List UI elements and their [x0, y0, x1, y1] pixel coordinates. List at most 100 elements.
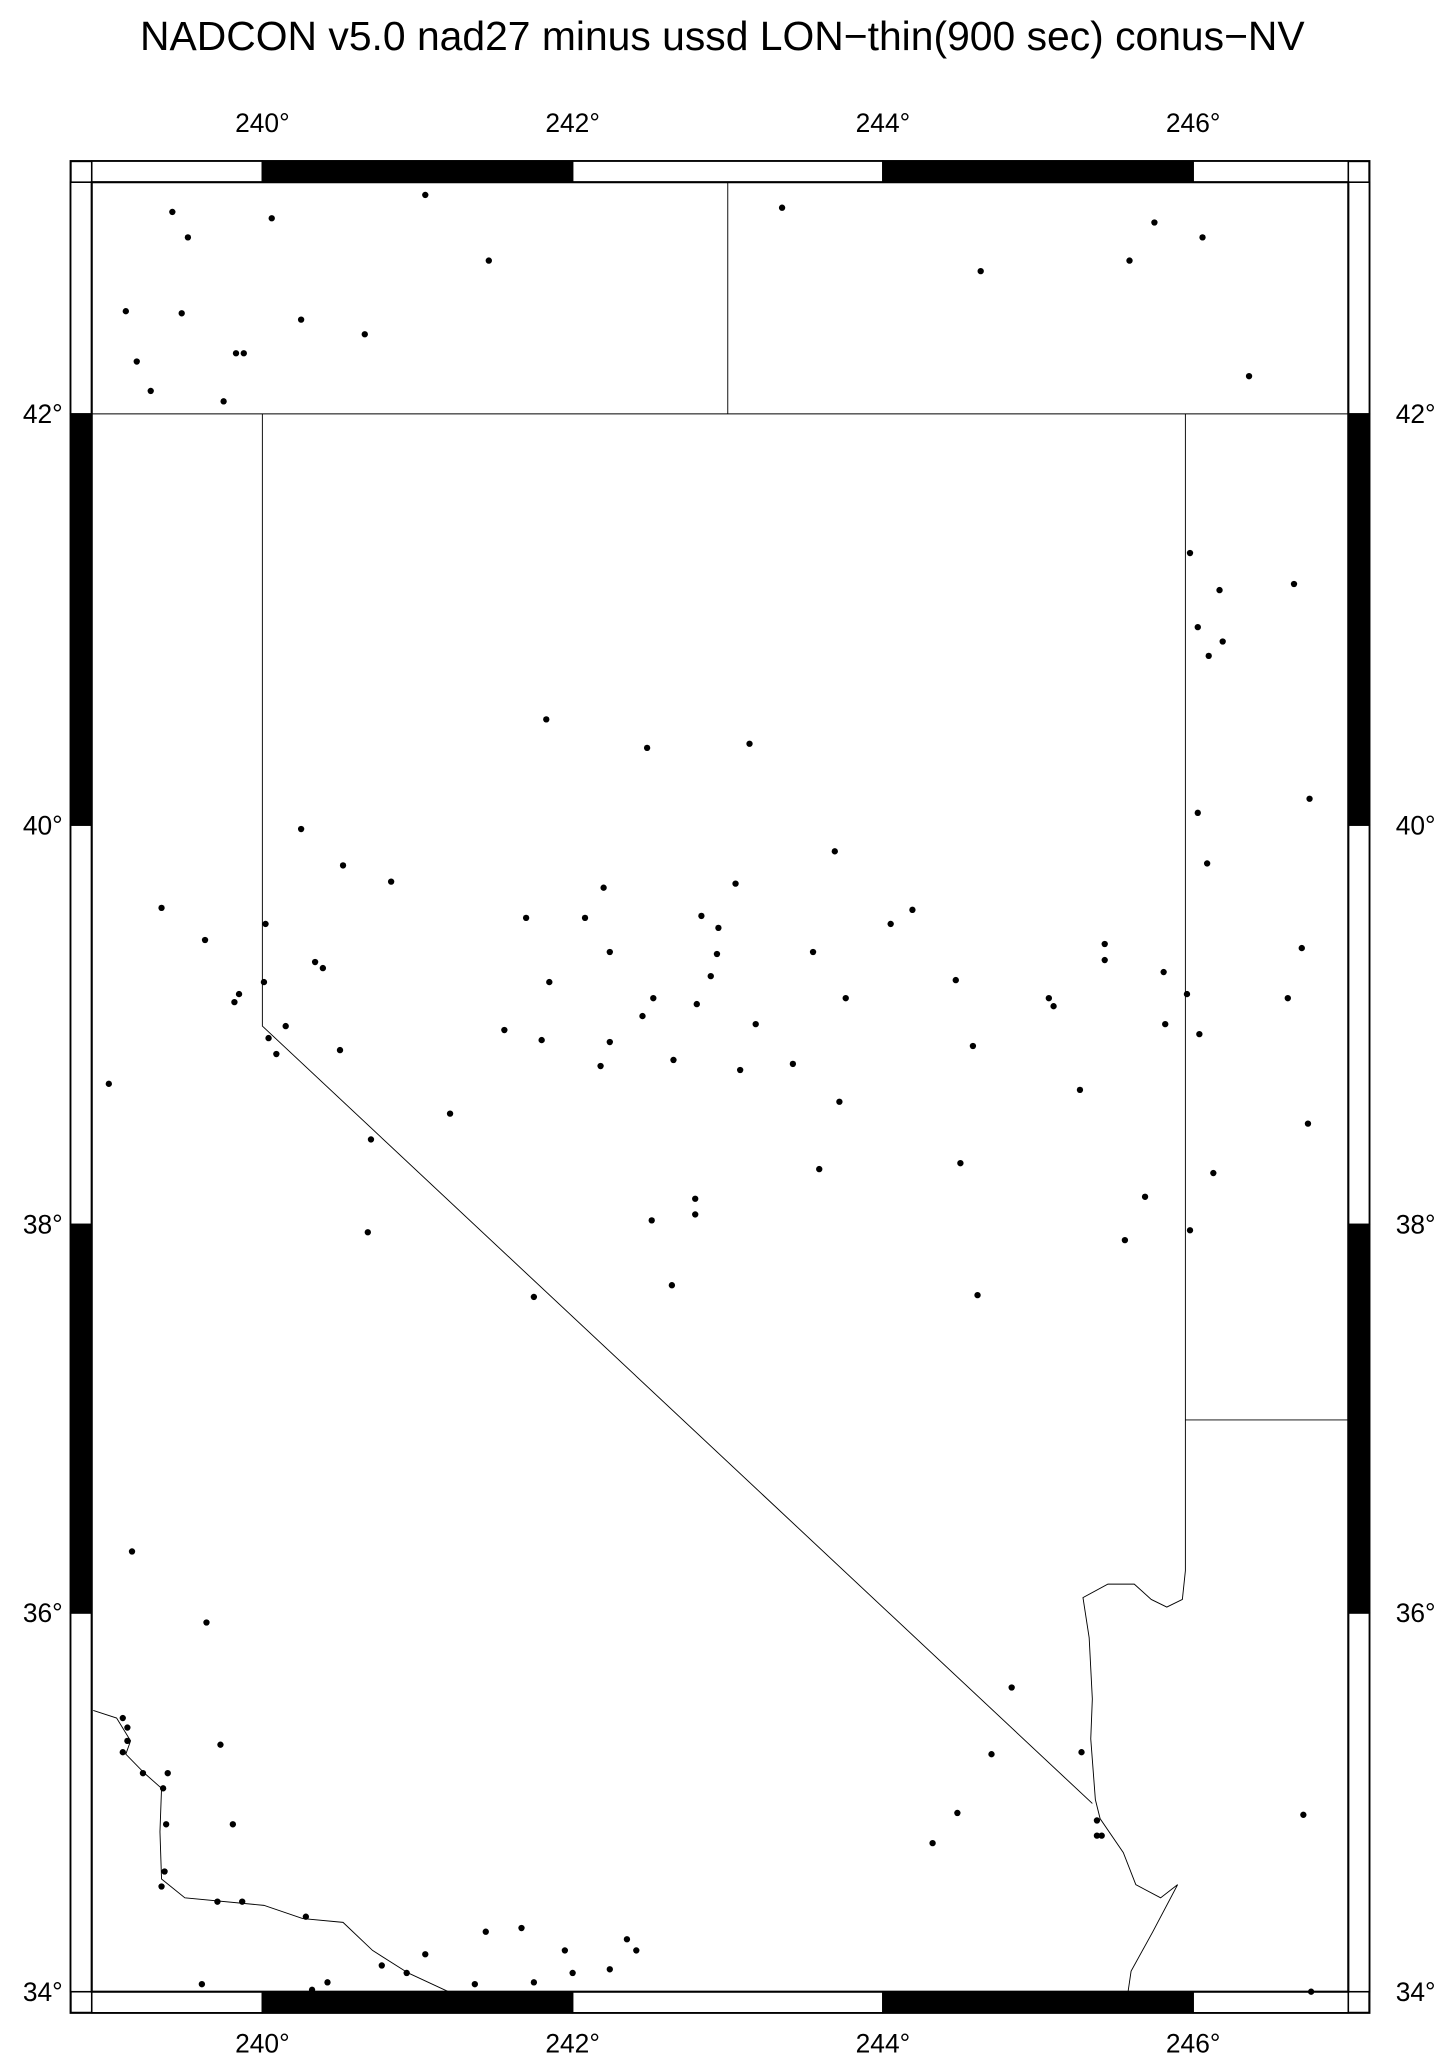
station-point: [1162, 1020, 1169, 1028]
station-point: [178, 310, 185, 317]
station-point: [1098, 1832, 1105, 1839]
frame-bar-top: [90, 160, 264, 183]
station-point: [1298, 944, 1305, 952]
station-point: [231, 998, 238, 1006]
x-tick-label-bottom: 242°: [545, 2028, 600, 2058]
station-point: [229, 1821, 237, 1828]
y-tick-label-right: 40°: [1396, 810, 1436, 840]
station-point: [969, 1042, 977, 1050]
station-point: [692, 1195, 699, 1202]
frame-bar-left: [69, 1223, 93, 1614]
station-point: [201, 936, 209, 944]
frame-bar-top: [882, 160, 1194, 183]
station-point: [119, 1714, 126, 1722]
station-point: [530, 1979, 538, 1986]
station-point: [648, 1217, 655, 1224]
station-point: [1076, 1086, 1084, 1094]
station-point: [260, 978, 268, 986]
frame-bar-left: [69, 181, 93, 415]
station-point: [543, 716, 550, 723]
station-point: [736, 1066, 744, 1074]
map-frame: [69, 160, 1371, 2014]
station-point: [139, 1769, 147, 1777]
station-point: [273, 1050, 280, 1058]
station-point: [319, 964, 327, 972]
y-tick-label-left: 38°: [23, 1210, 63, 1240]
station-point: [387, 878, 395, 885]
station-point: [268, 215, 275, 222]
map-area: [90, 181, 1350, 1993]
station-point: [597, 1062, 604, 1070]
y-tick-label-right: 38°: [1396, 1210, 1436, 1240]
station-point: [1290, 580, 1298, 588]
station-point: [158, 1883, 165, 1890]
frame-bar-right: [1347, 413, 1371, 826]
station-point: [929, 1839, 936, 1847]
station-point: [217, 1741, 224, 1748]
frame-bar-bottom: [882, 1990, 1194, 2014]
station-point: [1194, 623, 1201, 631]
station-point: [1101, 956, 1108, 964]
station-point: [789, 1060, 797, 1068]
station-point: [159, 1785, 167, 1792]
station-point: [1050, 1003, 1057, 1010]
station-point: [422, 191, 429, 199]
station-point: [164, 1769, 171, 1777]
y-tick-label-left: 42°: [23, 399, 63, 429]
x-tick-label-bottom: 246°: [1166, 2028, 1221, 2058]
station-point: [569, 1969, 576, 1977]
station-point: [1078, 1749, 1085, 1756]
station-point: [746, 740, 753, 747]
station-point: [546, 978, 553, 986]
station-point: [530, 1293, 538, 1301]
station-point: [1284, 994, 1291, 1002]
station-point: [240, 350, 247, 357]
station-point: [561, 1947, 569, 1954]
station-point: [1186, 549, 1194, 557]
station-point: [1101, 940, 1108, 948]
station-point: [446, 1110, 454, 1117]
station-point: [422, 1951, 429, 1958]
station-point: [220, 398, 227, 405]
station-point: [169, 208, 176, 216]
state-boundary-line: [1082, 413, 1186, 1992]
frame-bar-top: [1192, 160, 1350, 183]
station-point: [471, 1981, 478, 1988]
y-tick-label-right: 36°: [1396, 1598, 1436, 1628]
station-point: [1199, 234, 1206, 241]
station-point: [816, 1165, 823, 1173]
station-point: [1093, 1817, 1101, 1824]
station-point: [364, 1229, 371, 1236]
x-tick-label-top: 244°: [856, 108, 911, 138]
station-point: [606, 1966, 613, 1973]
map-features: [91, 182, 1349, 1993]
station-point: [119, 1749, 126, 1756]
station-point: [1141, 1193, 1149, 1200]
station-point: [1196, 1030, 1203, 1038]
station-point: [265, 1034, 272, 1042]
station-point: [336, 1046, 344, 1054]
station-point: [128, 1548, 136, 1555]
station-point: [668, 1282, 676, 1289]
y-tick-label-right: 34°: [1396, 1977, 1436, 2007]
map-title: NADCON v5.0 nad27 minus ussd LON−thin(90…: [140, 13, 1305, 59]
station-point: [203, 1619, 210, 1626]
station-point: [184, 234, 192, 241]
station-point: [538, 1036, 545, 1044]
station-point: [643, 744, 651, 752]
station-point: [282, 1022, 289, 1030]
x-tick-label-bottom: 240°: [235, 2028, 290, 2058]
frame-bar-bottom: [571, 1990, 884, 2014]
x-tick-label-top: 242°: [545, 108, 600, 138]
station-point: [1151, 219, 1158, 226]
station-point: [909, 906, 916, 914]
station-point: [1203, 860, 1211, 867]
station-point: [324, 1979, 331, 1986]
frame-bar-top: [261, 160, 574, 183]
frame-bar-left: [69, 1612, 93, 1993]
x-tick-label-top: 240°: [235, 108, 290, 138]
station-point: [522, 914, 530, 922]
station-point: [977, 267, 984, 275]
station-point: [161, 1868, 168, 1875]
